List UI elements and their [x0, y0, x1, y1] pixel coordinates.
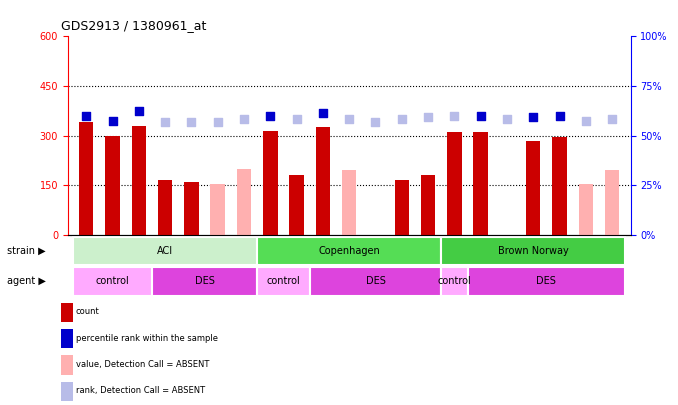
- Point: [502, 116, 513, 122]
- Bar: [79, 122, 94, 235]
- Text: DES: DES: [365, 277, 385, 286]
- Bar: [257, 267, 310, 296]
- Text: ACI: ACI: [157, 246, 173, 256]
- Bar: [441, 237, 625, 265]
- Bar: [290, 175, 304, 235]
- Bar: [132, 126, 146, 235]
- Text: percentile rank within the sample: percentile rank within the sample: [76, 334, 218, 343]
- Text: count: count: [76, 307, 100, 316]
- Point: [527, 114, 538, 121]
- Bar: [473, 132, 488, 235]
- Bar: [421, 175, 435, 235]
- Bar: [526, 141, 540, 235]
- Text: rank, Detection Call = ABSENT: rank, Detection Call = ABSENT: [76, 386, 205, 395]
- Bar: [73, 267, 152, 296]
- Point: [422, 114, 433, 121]
- Text: strain ▶: strain ▶: [7, 246, 45, 256]
- Text: DES: DES: [536, 277, 557, 286]
- Text: DES: DES: [195, 277, 214, 286]
- Bar: [342, 171, 357, 235]
- Point: [370, 119, 381, 126]
- Bar: [152, 267, 257, 296]
- Text: control: control: [437, 277, 471, 286]
- Text: value, Detection Call = ABSENT: value, Detection Call = ABSENT: [76, 360, 210, 369]
- Point: [554, 113, 565, 119]
- Bar: [73, 237, 257, 265]
- Bar: [257, 237, 441, 265]
- Point: [186, 119, 197, 126]
- Text: control: control: [266, 277, 300, 286]
- Point: [344, 116, 355, 122]
- Bar: [184, 182, 199, 235]
- Bar: [395, 180, 409, 235]
- Bar: [105, 136, 120, 235]
- Point: [239, 116, 250, 122]
- Bar: [605, 171, 620, 235]
- Point: [397, 116, 407, 122]
- Point: [134, 108, 144, 114]
- Bar: [468, 267, 625, 296]
- Point: [107, 117, 118, 124]
- Bar: [447, 132, 462, 235]
- Bar: [441, 267, 468, 296]
- Text: control: control: [96, 277, 129, 286]
- Point: [449, 113, 460, 119]
- Point: [291, 116, 302, 122]
- Bar: [263, 131, 277, 235]
- Text: GDS2913 / 1380961_at: GDS2913 / 1380961_at: [61, 19, 206, 32]
- Text: agent ▶: agent ▶: [7, 277, 45, 286]
- Point: [160, 119, 171, 126]
- Bar: [316, 128, 330, 235]
- Point: [607, 116, 618, 122]
- Point: [580, 117, 591, 124]
- Bar: [553, 137, 567, 235]
- Bar: [310, 267, 441, 296]
- Bar: [210, 183, 225, 235]
- Point: [265, 113, 276, 119]
- Text: Copenhagen: Copenhagen: [318, 246, 380, 256]
- Text: Brown Norway: Brown Norway: [498, 246, 569, 256]
- Bar: [158, 180, 172, 235]
- Point: [212, 119, 223, 126]
- Point: [81, 113, 92, 119]
- Point: [475, 113, 486, 119]
- Bar: [578, 183, 593, 235]
- Bar: [237, 169, 252, 235]
- Point: [317, 109, 328, 116]
